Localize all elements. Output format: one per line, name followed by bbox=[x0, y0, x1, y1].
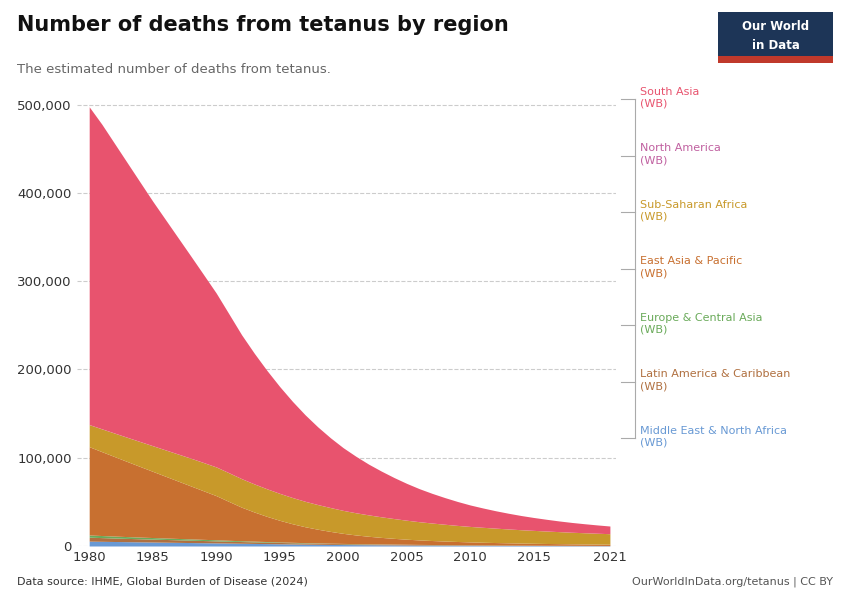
Text: (WB): (WB) bbox=[640, 382, 667, 391]
Text: (WB): (WB) bbox=[640, 438, 667, 448]
Text: Number of deaths from tetanus by region: Number of deaths from tetanus by region bbox=[17, 15, 509, 35]
Text: (WB): (WB) bbox=[640, 212, 667, 222]
Text: Europe & Central Asia: Europe & Central Asia bbox=[640, 313, 762, 323]
Text: Data source: IHME, Global Burden of Disease (2024): Data source: IHME, Global Burden of Dise… bbox=[17, 577, 308, 587]
Text: Latin America & Caribbean: Latin America & Caribbean bbox=[640, 369, 790, 379]
Text: OurWorldInData.org/tetanus | CC BY: OurWorldInData.org/tetanus | CC BY bbox=[632, 576, 833, 587]
Text: (WB): (WB) bbox=[640, 268, 667, 278]
Text: Sub-Saharan Africa: Sub-Saharan Africa bbox=[640, 200, 747, 210]
Text: Our World: Our World bbox=[742, 20, 809, 33]
Text: (WB): (WB) bbox=[640, 325, 667, 335]
Text: Middle East & North Africa: Middle East & North Africa bbox=[640, 426, 787, 436]
Text: The estimated number of deaths from tetanus.: The estimated number of deaths from teta… bbox=[17, 63, 331, 76]
Text: North America: North America bbox=[640, 143, 721, 153]
Text: East Asia & Pacific: East Asia & Pacific bbox=[640, 256, 742, 266]
Text: South Asia: South Asia bbox=[640, 87, 700, 97]
Text: (WB): (WB) bbox=[640, 99, 667, 109]
Text: in Data: in Data bbox=[751, 38, 800, 52]
Text: (WB): (WB) bbox=[640, 155, 667, 165]
